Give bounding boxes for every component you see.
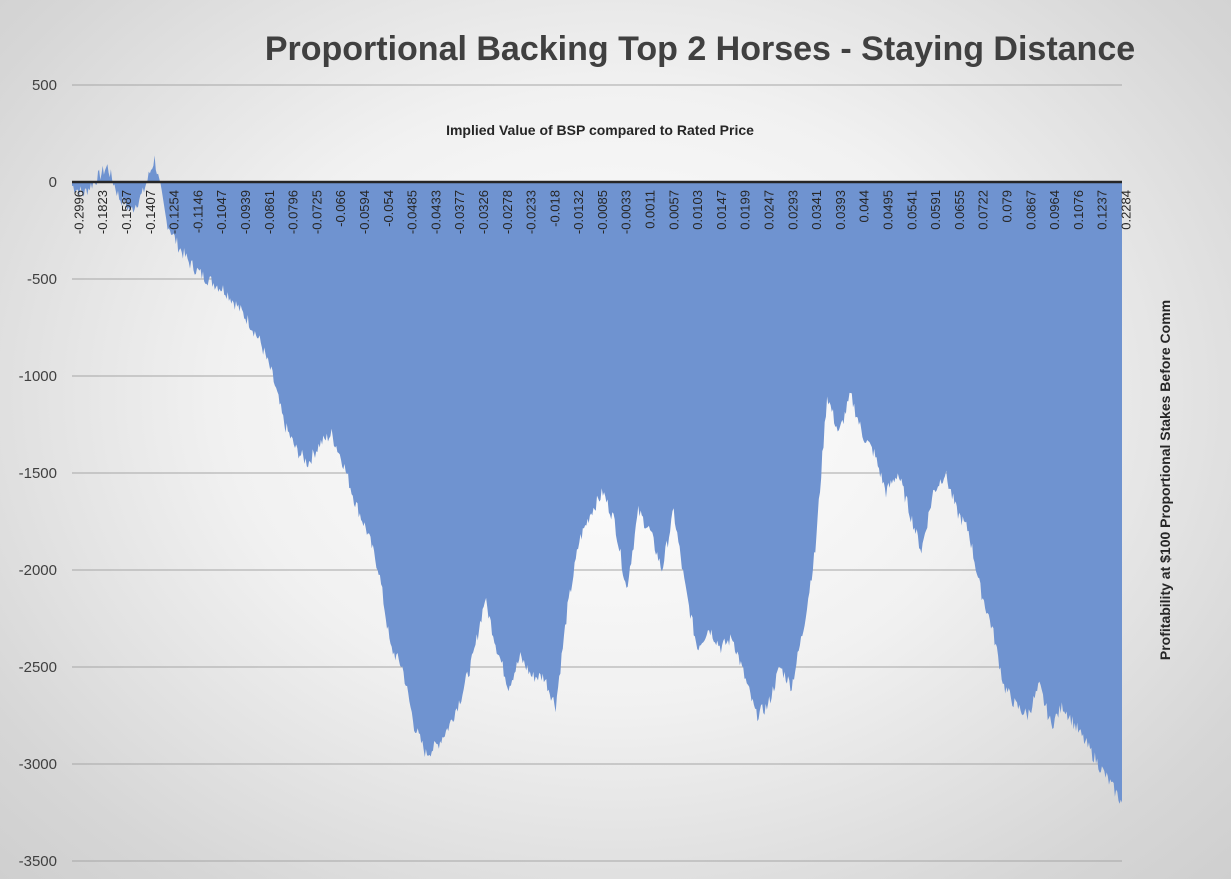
x-tick-label: 0.0293 <box>785 190 800 230</box>
y-tick-label: 500 <box>32 77 57 94</box>
x-tick-label: 0.0147 <box>714 190 729 230</box>
series-area <box>72 155 1122 804</box>
x-tick-label: 0.0103 <box>690 190 705 230</box>
x-tick-label: -0.0725 <box>309 190 324 234</box>
x-tick-label: -0.018 <box>547 190 562 227</box>
x-tick-label: -0.0085 <box>595 190 610 234</box>
x-tick-label: 0.0591 <box>928 190 943 230</box>
x-tick-label: -0.1254 <box>167 190 182 234</box>
x-tick-label: 0.044 <box>857 190 872 223</box>
x-tick-label: -0.1146 <box>190 190 205 233</box>
x-tick-label: -0.0233 <box>524 190 539 234</box>
x-tick-label: -0.1407 <box>143 190 158 234</box>
x-tick-label: -0.2996 <box>71 190 86 234</box>
y-ticks: 500 0 -500 -1000 -1500 -2000 -2500 -3000 -3500 <box>19 77 57 870</box>
x-tick-label: -0.0132 <box>571 190 586 234</box>
x-tick-label: -0.1823 <box>95 190 110 234</box>
x-tick-label: -0.0594 <box>357 190 372 234</box>
x-tick-label: -0.1587 <box>119 190 134 234</box>
x-tick-label: -0.066 <box>333 190 348 227</box>
x-tick-label: -0.0033 <box>619 190 634 234</box>
y-axis-label: Profitability at $100 Proportional Stake… <box>1157 300 1173 660</box>
y-tick-label: 0 <box>49 174 57 191</box>
x-tick-label: 0.1237 <box>1095 190 1110 230</box>
x-tick-label: -0.054 <box>381 190 396 227</box>
y-tick-label: -1500 <box>19 465 57 482</box>
x-tick-label: 0.079 <box>999 190 1014 223</box>
x-tick-label: -0.1047 <box>214 190 229 234</box>
series-area-path <box>72 155 1122 804</box>
x-tick-label: -0.0377 <box>452 190 467 234</box>
x-tick-label: 0.0722 <box>976 190 991 230</box>
x-tick-label: 0.0541 <box>904 190 919 230</box>
chart-subtitle: Implied Value of BSP compared to Rated P… <box>446 122 754 138</box>
y-tick-label: -2000 <box>19 562 57 579</box>
x-tick-label: 0.0393 <box>833 190 848 230</box>
x-tick-label: 0.0341 <box>809 190 824 230</box>
x-tick-label: -0.0326 <box>476 190 491 234</box>
y-tick-label: -2500 <box>19 659 57 676</box>
x-tick-label: 0.0247 <box>762 190 777 230</box>
x-tick-label: 0.0867 <box>1023 190 1038 230</box>
x-ticks: -0.2996 -0.1823 -0.1587 -0.1407 -0.1254 -0.11… <box>71 190 1133 234</box>
x-tick-label: -0.0796 <box>286 190 301 234</box>
x-tick-label: 0.2284 <box>1118 190 1133 230</box>
x-tick-label: -0.0485 <box>405 190 420 234</box>
x-tick-label: 0.1076 <box>1071 190 1086 230</box>
x-tick-label: -0.0433 <box>428 190 443 234</box>
y-tick-label: -3000 <box>19 756 57 773</box>
y-tick-label: -1000 <box>19 368 57 385</box>
x-tick-label: 0.0011 <box>643 190 658 229</box>
y-tick-label: -3500 <box>19 853 57 870</box>
x-tick-label: 0.0964 <box>1047 190 1062 230</box>
x-tick-label: -0.0861 <box>262 190 277 234</box>
x-tick-label: -0.0939 <box>238 190 253 234</box>
x-tick-label: 0.0655 <box>952 190 967 230</box>
x-tick-label: 0.0199 <box>738 190 753 230</box>
chart-title: Proportional Backing Top 2 Horses - Stay… <box>265 30 1135 68</box>
x-tick-label: 0.0057 <box>666 190 681 230</box>
y-tick-label: -500 <box>27 271 57 288</box>
x-tick-label: -0.0278 <box>500 190 515 234</box>
x-tick-label: 0.0495 <box>880 190 895 230</box>
